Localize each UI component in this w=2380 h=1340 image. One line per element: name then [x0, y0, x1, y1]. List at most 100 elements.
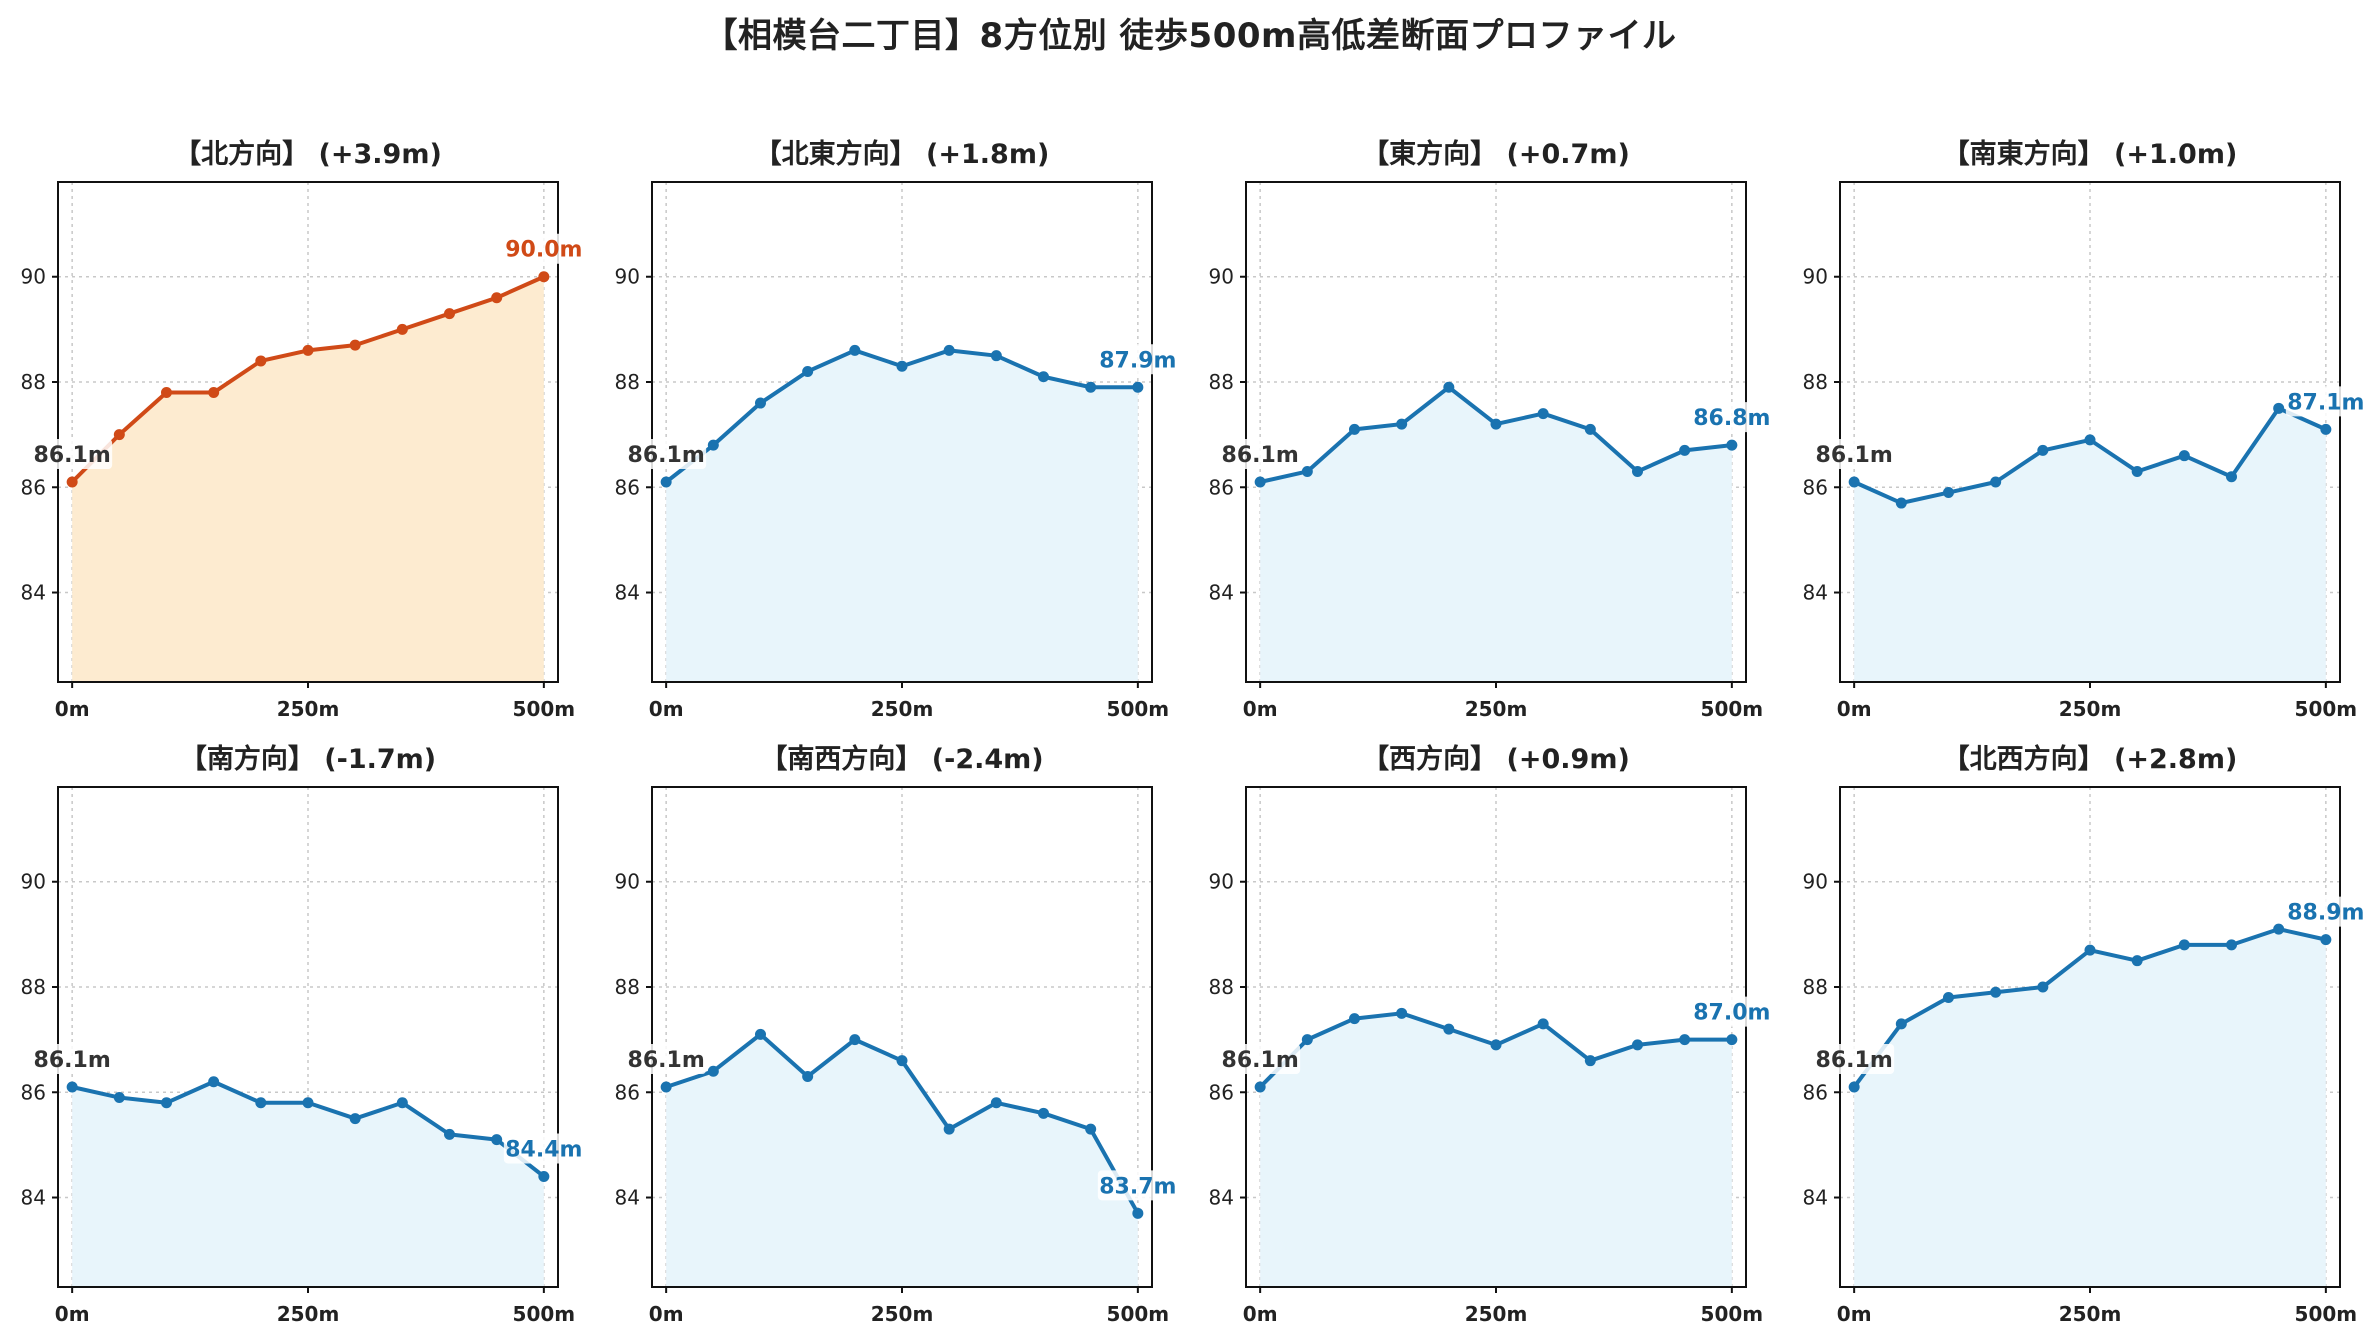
- x-tick-label: 250m: [2059, 697, 2122, 721]
- data-point: [1990, 986, 2002, 998]
- data-point: [538, 271, 550, 283]
- data-point: [208, 1076, 220, 1088]
- data-point: [2178, 450, 2190, 462]
- start-elevation-label: 86.1m: [628, 443, 705, 468]
- start-elevation-label: 86.1m: [628, 1048, 705, 1073]
- data-point: [896, 1055, 908, 1067]
- data-point: [707, 1065, 719, 1077]
- data-point: [1584, 1055, 1596, 1067]
- end-elevation-label: 90.0m: [505, 238, 582, 263]
- y-tick-label: 90: [1803, 870, 1828, 894]
- data-point: [113, 1092, 125, 1104]
- start-label-bg: [1814, 439, 1895, 469]
- data-point: [491, 1134, 503, 1146]
- area-fill: [1854, 929, 2326, 1287]
- data-point: [1679, 444, 1691, 456]
- data-point: [255, 355, 267, 367]
- x-tick-label: 250m: [871, 1302, 934, 1326]
- panel-title: 【北方向】 (+3.9m): [174, 138, 442, 170]
- y-tick-label: 88: [1209, 975, 1234, 999]
- panel-title: 【北西方向】 (+2.8m): [1943, 743, 2238, 775]
- area-fill: [1854, 408, 2326, 682]
- data-point: [943, 1123, 955, 1135]
- data-point: [444, 308, 456, 320]
- data-point: [66, 1081, 78, 1093]
- data-point: [849, 344, 861, 356]
- data-point: [1537, 1018, 1549, 1030]
- end-elevation-label: 84.4m: [505, 1137, 582, 1162]
- data-point: [1490, 1039, 1502, 1051]
- start-elevation-label: 86.1m: [1816, 1048, 1893, 1073]
- end-label-bg: [1097, 1170, 1178, 1201]
- y-tick-label: 86: [1803, 475, 1828, 499]
- x-tick-label: 500m: [1107, 697, 1170, 721]
- figure-title: 【相模台二丁目】8方位別 徒歩500m高低差断面プロファイル: [703, 16, 1677, 56]
- data-point: [2226, 471, 2238, 483]
- x-tick-label: 250m: [871, 697, 934, 721]
- end-label-bg: [503, 1133, 584, 1164]
- data-point: [1632, 1039, 1644, 1051]
- elevation-chart-3: 84 86 88 90 0m 250m 500m 【南東方向】 (+1.0m) 86.1m 87.…: [1803, 138, 2366, 721]
- data-point: [1942, 487, 1954, 499]
- x-tick-label: 0m: [55, 697, 90, 721]
- data-point: [1584, 423, 1596, 435]
- end-elevation-label: 88.9m: [2287, 901, 2364, 926]
- data-point: [2320, 934, 2332, 946]
- end-label-bg: [503, 233, 584, 264]
- end-elevation-label: 87.0m: [1693, 1001, 1770, 1026]
- y-tick-label: 86: [615, 475, 640, 499]
- y-tick-label: 88: [1803, 975, 1828, 999]
- y-tick-label: 84: [615, 1186, 640, 1210]
- elevation-chart-7: 84 86 88 90 0m 250m 500m 【北西方向】 (+2.8m) 86.1m 88.…: [1803, 743, 2366, 1326]
- data-point: [1990, 476, 2002, 488]
- data-point: [1396, 1007, 1408, 1019]
- area-fill: [1260, 1013, 1732, 1287]
- x-tick-label: 250m: [2059, 1302, 2122, 1326]
- end-elevation-label: 86.8m: [1693, 406, 1770, 431]
- end-elevation-label: 87.1m: [2287, 390, 2364, 415]
- data-point: [2226, 939, 2238, 951]
- data-point: [1443, 1023, 1455, 1035]
- panel-title: 【南西方向】 (-2.4m): [760, 743, 1043, 775]
- data-point: [2273, 402, 2285, 414]
- start-elevation-label: 86.1m: [34, 443, 111, 468]
- x-tick-label: 500m: [2295, 1302, 2358, 1326]
- data-point: [1490, 418, 1502, 430]
- start-label-bg: [1220, 1044, 1301, 1074]
- start-label-bg: [1220, 439, 1301, 469]
- data-point: [802, 365, 814, 377]
- x-tick-label: 0m: [649, 1302, 684, 1326]
- data-point: [208, 387, 220, 399]
- end-label-bg: [2285, 896, 2366, 927]
- panel-title: 【東方向】 (+0.7m): [1362, 138, 1630, 170]
- data-point: [160, 387, 172, 399]
- data-point: [660, 476, 672, 488]
- data-point: [302, 344, 314, 356]
- data-point: [1038, 371, 1050, 383]
- data-point: [1848, 1081, 1860, 1093]
- panel-title: 【北東方向】 (+1.8m): [755, 138, 1050, 170]
- data-point: [1537, 408, 1549, 420]
- data-point: [2037, 444, 2049, 456]
- data-point: [1301, 465, 1313, 477]
- data-point: [160, 1097, 172, 1109]
- start-elevation-label: 86.1m: [34, 1048, 111, 1073]
- y-tick-label: 88: [1209, 370, 1234, 394]
- x-tick-label: 250m: [277, 1302, 340, 1326]
- x-tick-label: 0m: [1837, 697, 1872, 721]
- data-point: [1848, 476, 1860, 488]
- start-elevation-label: 86.1m: [1222, 1048, 1299, 1073]
- x-tick-label: 0m: [1243, 1302, 1278, 1326]
- start-elevation-label: 86.1m: [1222, 443, 1299, 468]
- data-point: [2131, 465, 2143, 477]
- data-point: [2084, 944, 2096, 956]
- y-tick-label: 84: [21, 581, 46, 605]
- data-point: [754, 397, 766, 409]
- panel-title: 【南東方向】 (+1.0m): [1943, 138, 2238, 170]
- data-point: [1726, 1034, 1738, 1046]
- data-point: [1132, 1207, 1144, 1219]
- data-point: [113, 429, 125, 441]
- end-label-bg: [1097, 344, 1178, 375]
- y-tick-label: 90: [615, 265, 640, 289]
- data-point: [1679, 1034, 1691, 1046]
